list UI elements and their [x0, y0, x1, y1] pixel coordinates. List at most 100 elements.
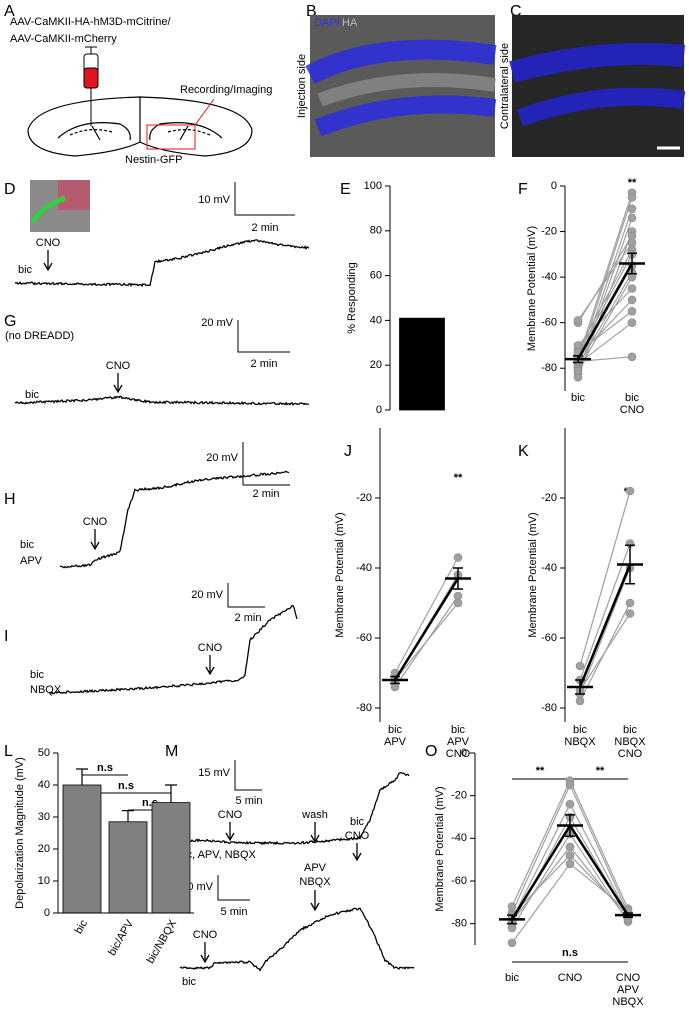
error-bar	[573, 354, 583, 364]
voltage-trace	[14, 239, 310, 288]
x-tick-label: CNO	[558, 972, 583, 984]
bar	[62, 784, 102, 914]
subject-line	[577, 242, 633, 321]
y-tick-label: 30	[38, 811, 50, 823]
y-tick-label: 40	[38, 779, 50, 791]
arrow-head	[225, 832, 235, 842]
panel-label: L	[4, 743, 13, 760]
voltage-trace	[59, 470, 290, 569]
condition-label: bic	[25, 389, 40, 401]
y-tick-label: 10	[38, 875, 50, 887]
x-tick-label: CNO	[620, 404, 645, 416]
x-tick-label: bic	[625, 392, 640, 404]
event-label: CNO	[83, 516, 108, 528]
subject-point	[627, 295, 637, 305]
x-tick-label: bic	[573, 724, 588, 736]
error-bar	[122, 810, 134, 822]
x-tick-label: bic	[388, 724, 403, 736]
condition-label: bic	[182, 976, 197, 988]
y-axis-label: Membrane Potential (mV)	[434, 786, 446, 911]
significance-label: n.s	[97, 762, 113, 774]
arrow-head	[310, 834, 320, 844]
y-tick-label: -60	[356, 632, 372, 644]
recording-box	[146, 124, 196, 150]
site-label: Recording/Imaging	[180, 84, 272, 96]
error-bar	[507, 914, 517, 925]
scale-label: 5 min	[221, 906, 248, 918]
condition-label: (no DREADD)	[5, 330, 74, 342]
voltage-trace	[49, 604, 298, 695]
mean-line	[510, 823, 630, 921]
subject-line	[579, 613, 631, 691]
arrow-head	[90, 541, 100, 551]
y-tick-label: -20	[541, 492, 557, 504]
significance-label: **	[628, 177, 637, 189]
subject-point	[627, 193, 637, 202]
subject-point	[627, 306, 637, 316]
subject-line	[579, 543, 631, 681]
micrograph	[509, 15, 686, 157]
y-tick-label: -60	[541, 632, 557, 644]
subject-point	[625, 598, 635, 608]
y-tick-label: -80	[541, 702, 557, 714]
y-tick-label: 0	[551, 180, 557, 192]
subject-point	[573, 316, 583, 325]
callout-line	[194, 98, 215, 126]
error-bar	[76, 768, 88, 785]
event-label: CNO	[218, 809, 243, 821]
scale-label: 2 min	[253, 488, 280, 500]
subject-line	[394, 557, 459, 674]
y-tick-label: 50	[38, 747, 50, 759]
error-bar	[390, 675, 400, 685]
y-tick-label: -40	[451, 832, 467, 844]
arrow-head	[205, 666, 215, 676]
y-tick-label: -60	[541, 317, 557, 329]
syringe	[83, 46, 99, 126]
subject-point	[627, 213, 637, 223]
x-tick-label: NBQX	[564, 736, 596, 748]
y-tick-label: -40	[356, 562, 372, 574]
condition-label: APV	[20, 555, 43, 567]
subject-line	[577, 272, 633, 367]
significance-label: n.s	[562, 947, 578, 959]
y-tick-label: 20	[370, 359, 382, 371]
scale-label: 10 mV	[198, 194, 230, 206]
event-label: wash	[301, 809, 328, 821]
panel-label: M	[165, 743, 178, 760]
panel-label: C	[510, 3, 522, 20]
x-tick-label: NBQX	[614, 736, 646, 748]
subject-line	[579, 567, 631, 695]
scale-label: 5 min	[236, 795, 263, 807]
x-tick-label: bic	[571, 392, 586, 404]
y-tick-label: -20	[541, 225, 557, 237]
panel-label: E	[340, 181, 351, 198]
panel-label: I	[4, 628, 8, 645]
arrow-head	[352, 852, 362, 862]
subject-line	[577, 322, 633, 365]
y-tick-label: -80	[451, 918, 467, 930]
panel-label: A	[4, 3, 15, 20]
arrow-head	[113, 384, 123, 394]
subject-point	[575, 696, 585, 706]
panel-label: K	[518, 443, 529, 460]
y-axis-label: Depolarization Magnitude (mV)	[14, 757, 26, 909]
x-tick-label: APV	[384, 736, 407, 748]
side-label: Injection side	[296, 54, 308, 118]
subject-line	[577, 192, 633, 360]
error-bar	[453, 567, 463, 590]
y-tick-label: -60	[451, 875, 467, 887]
bar	[151, 802, 191, 914]
subject-line	[577, 288, 633, 346]
stain-label: DAPI	[314, 17, 340, 29]
event-label: CNO	[106, 360, 131, 372]
subject-line	[577, 299, 633, 358]
panel-label: G	[4, 313, 16, 330]
mean-line	[576, 262, 634, 360]
scale-label: 20 mV	[206, 452, 238, 464]
subject-point	[627, 284, 637, 293]
x-tick-label: NBQX	[612, 996, 644, 1008]
y-tick-label: 60	[370, 270, 382, 282]
arrow-head	[310, 902, 320, 912]
subject-point	[625, 609, 635, 618]
error-bar	[625, 544, 635, 585]
